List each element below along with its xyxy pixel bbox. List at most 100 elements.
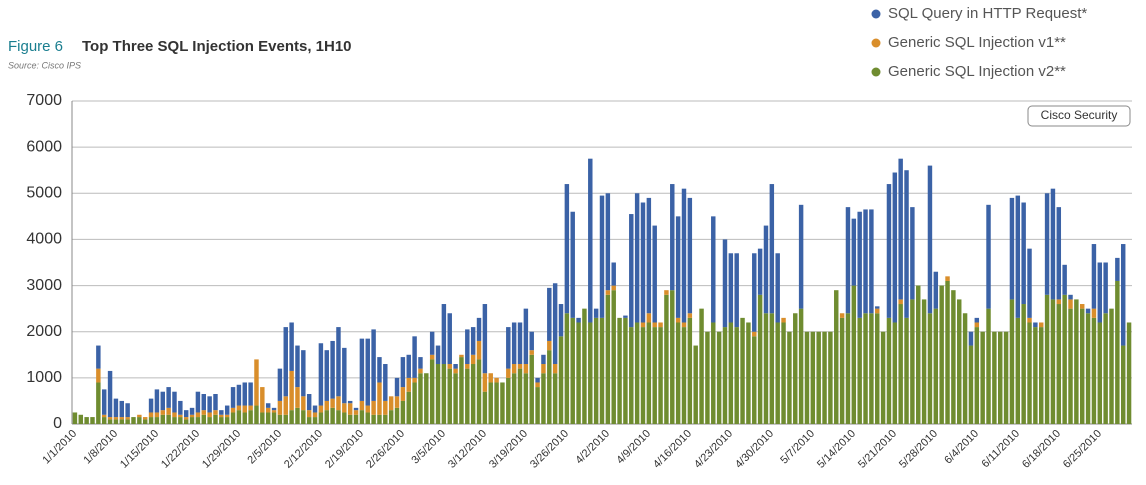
x-tick-label: 6/4/2010: [942, 428, 981, 467]
bar-segment: [435, 345, 441, 365]
bar-segment: [851, 218, 857, 286]
bar-segment: [547, 350, 552, 424]
bar-segment: [664, 290, 669, 295]
bar-segment: [921, 299, 927, 424]
bar-segment: [447, 364, 452, 369]
bar-segment: [254, 405, 259, 424]
bar-segment: [224, 414, 230, 418]
bar-segment: [763, 225, 769, 314]
bar-segment: [1021, 202, 1026, 305]
bar-segment: [646, 313, 652, 323]
bar-segment: [652, 225, 657, 323]
bar-segment: [904, 317, 909, 424]
bar-segment: [154, 412, 160, 418]
bar-segment: [96, 345, 101, 369]
bar-segment: [898, 299, 903, 305]
bar-segment: [465, 368, 470, 424]
bar-segment: [927, 165, 933, 314]
bar-segment: [289, 370, 294, 411]
bar-segment: [406, 354, 411, 378]
bar-segment: [353, 410, 359, 415]
bar-segment: [119, 419, 125, 424]
y-tick-label: 3000: [26, 277, 62, 294]
bar-segment: [447, 368, 452, 424]
bar-segment: [301, 350, 306, 397]
bar-segment: [857, 317, 862, 424]
bar-segment: [599, 317, 605, 424]
bar-segment: [564, 184, 570, 314]
bar-segment: [277, 368, 283, 401]
bar-segment: [219, 417, 224, 424]
bar-segment: [78, 414, 84, 424]
bar-segment: [429, 331, 435, 355]
bar-segment: [312, 417, 318, 424]
bar-segment: [312, 405, 318, 413]
bar-segment: [1009, 299, 1015, 424]
bar-segment: [195, 417, 201, 424]
bar-segment: [277, 400, 283, 415]
bar-segment: [722, 239, 728, 328]
y-tick-label: 1000: [26, 369, 62, 386]
bar-segment: [137, 414, 142, 418]
bar-segment: [295, 407, 300, 424]
bar-segment: [968, 331, 974, 346]
bar-segment: [927, 313, 933, 424]
bar-segment: [318, 405, 324, 413]
bar-segment: [230, 412, 236, 424]
bar-segment: [283, 396, 288, 415]
bar-segment: [1079, 308, 1085, 424]
bar-segment: [277, 414, 283, 424]
bar-segment: [353, 407, 359, 411]
bar-segment: [90, 417, 95, 424]
figure-label: Figure 6: [8, 38, 63, 55]
x-tick-label: 1/15/2010: [118, 428, 161, 471]
bar-segment: [371, 329, 376, 401]
bar-segment: [219, 414, 224, 418]
bar-segment: [383, 364, 388, 401]
bar-segment: [916, 285, 921, 424]
bar-segment: [1120, 345, 1126, 424]
bar-segment: [933, 271, 939, 309]
bar-segment: [898, 158, 903, 300]
bar-segment: [892, 172, 898, 323]
bar-segment: [933, 308, 939, 424]
bar-segment: [359, 338, 365, 401]
bar-segment: [236, 410, 242, 424]
y-tick-label: 0: [53, 415, 62, 432]
bar-segment: [1003, 331, 1009, 424]
bar-segment: [201, 410, 206, 415]
bar-segment: [365, 405, 370, 413]
x-tick-label: 2/5/2010: [245, 428, 284, 467]
annotation: Cisco Security: [1041, 108, 1118, 122]
bar-segment: [558, 304, 564, 337]
bar-segment: [248, 405, 253, 411]
bar-segment: [775, 322, 780, 424]
bar-segment: [839, 317, 845, 424]
bar-segment: [716, 331, 722, 424]
bar-segment: [875, 313, 880, 424]
bar-segment: [798, 204, 804, 309]
bar-segment: [1091, 308, 1097, 318]
bar-segment: [640, 322, 646, 328]
bar-segment: [939, 285, 944, 424]
bar-segment: [605, 294, 611, 424]
bar-segment: [886, 184, 892, 318]
bar-segment: [406, 391, 411, 424]
bar-segment: [482, 373, 488, 392]
bar-segment: [998, 331, 1003, 424]
bar-segment: [992, 331, 997, 424]
bar-segment: [681, 327, 687, 424]
bar-segment: [230, 387, 236, 408]
bar-segment: [318, 343, 324, 406]
bar-segment: [482, 391, 488, 424]
bar-segment: [875, 308, 880, 314]
bar-segment: [400, 357, 406, 388]
bar-segment: [265, 407, 271, 413]
bar-segment: [570, 317, 575, 424]
bar-segment: [424, 373, 429, 424]
bar-segment: [1033, 322, 1038, 328]
bar-segment: [371, 414, 376, 424]
bar-segment: [804, 331, 810, 424]
bar-segment: [148, 417, 154, 424]
bar-segment: [148, 412, 154, 418]
